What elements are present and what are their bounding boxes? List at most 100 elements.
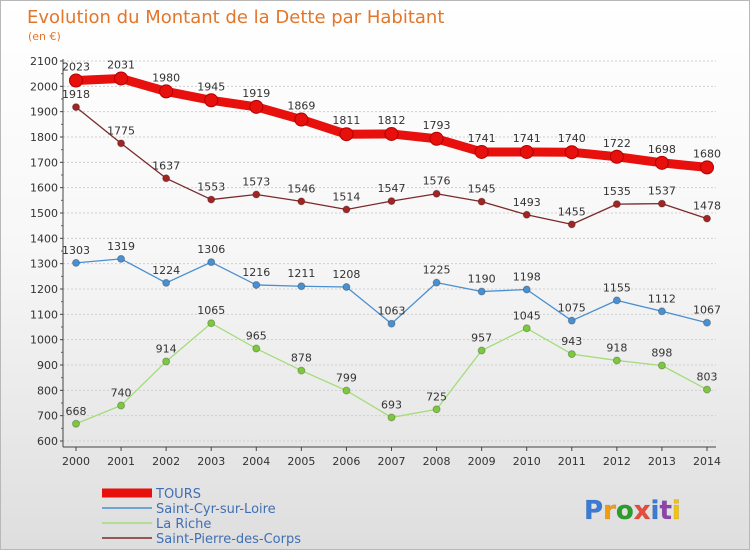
data-label: 799 xyxy=(336,372,357,385)
data-point xyxy=(387,197,396,206)
data-label: 1537 xyxy=(648,185,676,198)
data-label: 1198 xyxy=(513,271,541,284)
x-tick-label: 2014 xyxy=(693,455,721,468)
data-point xyxy=(159,84,174,99)
data-point xyxy=(564,145,579,160)
data-label: 1208 xyxy=(332,268,360,281)
x-tick-label: 2005 xyxy=(287,455,315,468)
y-tick-label: 1400 xyxy=(30,232,58,245)
x-tick-label: 2010 xyxy=(513,455,541,468)
data-point xyxy=(387,319,396,328)
data-point xyxy=(654,155,669,170)
data-label: 668 xyxy=(66,405,87,418)
data-label: 2031 xyxy=(107,58,135,71)
data-point xyxy=(252,190,261,199)
y-tick-label: 1100 xyxy=(30,308,58,321)
data-point xyxy=(162,174,171,183)
data-label: 1576 xyxy=(423,175,451,188)
data-point xyxy=(249,99,264,114)
data-point xyxy=(114,71,129,86)
proxiti-logo-text: Proxiti xyxy=(584,496,681,526)
data-label: 1918 xyxy=(62,88,90,101)
data-label: 914 xyxy=(156,342,177,355)
legend-label: Saint-Pierre-des-Corps xyxy=(156,532,301,547)
data-label: 1303 xyxy=(62,244,90,257)
data-point xyxy=(207,195,216,204)
data-point xyxy=(612,296,621,305)
data-label: 725 xyxy=(426,390,447,403)
data-label: 1722 xyxy=(603,137,631,150)
chart-title: Evolution du Montant de la Dette par Hab… xyxy=(27,7,444,28)
data-label: 1216 xyxy=(242,266,270,279)
data-label: 1306 xyxy=(197,243,225,256)
data-point xyxy=(252,344,261,353)
y-tick-label: 1700 xyxy=(30,156,58,169)
legend-label: La Riche xyxy=(156,517,211,532)
data-point xyxy=(339,127,354,142)
data-label: 740 xyxy=(111,387,132,400)
data-label: 1112 xyxy=(648,292,676,305)
data-point xyxy=(387,413,396,422)
data-label: 1945 xyxy=(197,80,225,93)
y-tick-label: 2100 xyxy=(30,55,58,68)
series-saint-pierre-des-corps xyxy=(72,103,711,229)
data-label: 2023 xyxy=(62,61,90,74)
series-group xyxy=(69,71,714,428)
series-tours xyxy=(69,71,714,175)
legend-item-la-riche: La Riche xyxy=(102,517,211,532)
data-point xyxy=(657,361,666,370)
y-tick-label: 2000 xyxy=(30,80,58,93)
data-point xyxy=(297,197,306,206)
data-point xyxy=(69,73,83,88)
data-label: 943 xyxy=(561,335,582,348)
data-label: 1535 xyxy=(603,185,631,198)
series-saint-cyr-sur-loire xyxy=(72,254,711,328)
data-label: 918 xyxy=(606,341,627,354)
legend-label: Saint-Cyr-sur-Loire xyxy=(156,502,276,517)
data-label: 1811 xyxy=(332,114,360,127)
data-point xyxy=(252,280,261,289)
data-label: 1514 xyxy=(332,190,360,203)
data-label: 1573 xyxy=(242,176,270,189)
data-label: 1680 xyxy=(693,147,721,160)
x-tick-label: 2003 xyxy=(197,455,225,468)
chart-unit: (en €) xyxy=(28,30,61,43)
data-point xyxy=(657,199,666,208)
data-label: 1553 xyxy=(197,181,225,194)
data-point xyxy=(609,149,624,164)
data-point xyxy=(294,112,309,127)
data-label: 1980 xyxy=(152,71,180,84)
x-tick-label: 2012 xyxy=(603,455,631,468)
data-label: 803 xyxy=(697,371,718,384)
data-point xyxy=(477,346,486,355)
data-point xyxy=(204,93,219,108)
series-la-riche xyxy=(72,319,711,428)
data-label: 1065 xyxy=(197,304,225,317)
data-label: 1740 xyxy=(558,132,586,145)
data-label: 957 xyxy=(471,332,492,345)
y-tick-label: 1800 xyxy=(30,131,58,144)
legend-item-saint-pierre-des-corps: Saint-Pierre-des-Corps xyxy=(102,532,301,547)
x-tick-label: 2007 xyxy=(378,455,406,468)
x-tick-label: 2008 xyxy=(423,455,451,468)
data-label: 1319 xyxy=(107,240,135,253)
x-tick-label: 2001 xyxy=(107,455,135,468)
x-tick-label: 2000 xyxy=(62,455,90,468)
data-label: 693 xyxy=(381,398,402,411)
data-label: 1698 xyxy=(648,143,676,156)
data-label: 898 xyxy=(651,347,672,360)
data-label: 1478 xyxy=(693,200,721,213)
data-label: 1155 xyxy=(603,281,631,294)
data-point xyxy=(477,197,486,206)
data-point xyxy=(162,357,171,366)
data-label: 965 xyxy=(246,330,267,343)
y-tick-label: 1500 xyxy=(30,207,58,220)
data-point xyxy=(432,278,441,287)
y-tick-label: 800 xyxy=(37,384,58,397)
data-point xyxy=(429,131,444,146)
data-label: 1075 xyxy=(558,302,586,315)
data-point xyxy=(117,139,126,148)
y-tick-label: 900 xyxy=(37,359,58,372)
